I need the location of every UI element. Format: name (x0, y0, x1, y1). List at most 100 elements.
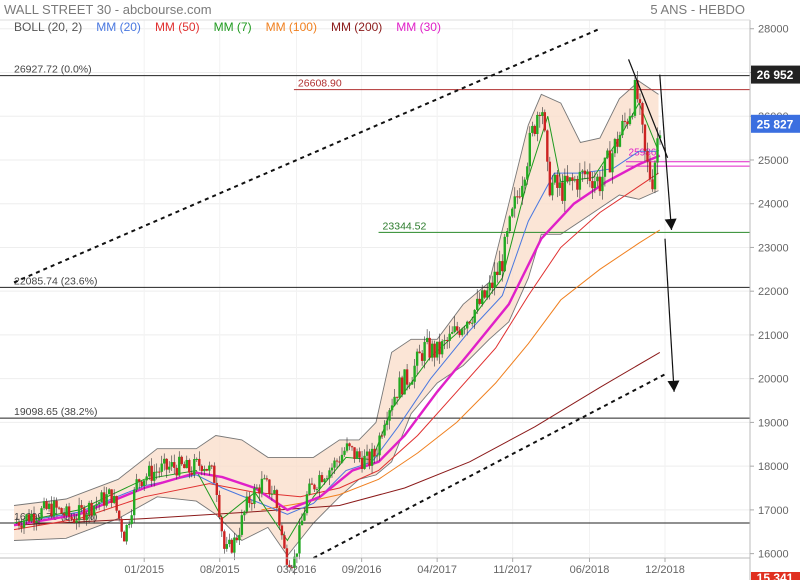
candle-body (225, 544, 229, 549)
candle-body (240, 515, 244, 535)
ma-line-100 (261, 229, 661, 511)
chart-period: 5 ANS - HEBDO (650, 2, 745, 17)
candle-body (516, 196, 519, 198)
candle-body (55, 500, 58, 508)
bollinger-lower (13, 190, 659, 557)
candle-body (265, 478, 269, 480)
candle-body (155, 471, 158, 473)
arrow-to-channel-line (664, 238, 675, 392)
x-tick-label: 11/2017 (493, 564, 532, 576)
candle-body (476, 298, 479, 310)
candle-body (57, 507, 61, 509)
candle-body (20, 525, 23, 528)
candle-body (170, 462, 173, 467)
candle-body (75, 520, 78, 523)
candle-body (433, 343, 436, 358)
candle-body (390, 405, 394, 411)
candle-body (158, 471, 161, 473)
candle-body (355, 451, 359, 459)
candle-body (328, 470, 331, 479)
price-badges: 26 952 25 827 15 341 (751, 65, 800, 580)
candle-body (117, 510, 121, 519)
candle-body (648, 161, 652, 180)
y-tick-label: 21000 (758, 330, 789, 342)
legend-item: MM (100) (266, 20, 317, 34)
candle-body (245, 496, 249, 512)
candle-body (501, 261, 504, 272)
candle-body (583, 170, 587, 175)
candle-body (455, 326, 459, 331)
candle-body (285, 548, 289, 565)
legend-item: BOLL (20, 2) (14, 20, 82, 34)
candle-body (125, 525, 128, 542)
candle-body (275, 490, 279, 508)
candle-body (358, 451, 361, 458)
candle-body (460, 329, 464, 336)
candle-body (410, 381, 414, 385)
candle-body (288, 564, 291, 568)
candle-body (130, 515, 133, 525)
candle-body (458, 330, 461, 336)
channel-upper-line (13, 27, 601, 284)
channel-lower-line (312, 373, 666, 559)
candle-body (283, 535, 286, 549)
candle-body (496, 271, 499, 276)
candle-body (27, 514, 31, 522)
candle-body (413, 365, 416, 382)
candle-body (308, 483, 311, 495)
candle-body (77, 505, 81, 521)
candle-body (651, 179, 654, 190)
candle-body (140, 481, 143, 487)
candle-body (558, 182, 562, 188)
legend-item: MM (50) (155, 20, 200, 34)
candle-body (543, 112, 547, 131)
candle-body (536, 114, 539, 135)
candle-body (273, 490, 276, 494)
candle-body (235, 537, 239, 541)
candle-body (65, 506, 68, 516)
candle-body (190, 472, 193, 475)
candle-body (178, 456, 181, 476)
candle-body (471, 322, 474, 324)
candle-body (15, 522, 18, 524)
candle-body (353, 447, 356, 459)
ma-line-200 (13, 351, 661, 526)
candle-body (656, 138, 659, 163)
candle-body (478, 298, 481, 304)
candle-body (70, 516, 73, 520)
candle-body (85, 514, 88, 521)
candle-body (481, 290, 484, 304)
candle-body (465, 321, 469, 329)
candle-body (105, 494, 108, 506)
candle-body (25, 514, 28, 521)
x-tick-label: 01/2015 (124, 564, 164, 576)
x-tick-label: 06/2018 (570, 564, 610, 576)
candle-body (193, 459, 196, 475)
candle-body (576, 179, 579, 190)
candle-body (122, 531, 126, 542)
candle-body (143, 480, 146, 487)
candle-body (233, 537, 236, 553)
candle-body (533, 125, 536, 135)
candle-body (538, 114, 542, 117)
candle-body (398, 377, 401, 398)
candle-body (631, 115, 634, 117)
candle-body (403, 369, 406, 395)
candle-body (102, 492, 106, 506)
candle-body (613, 139, 617, 154)
candle-body (445, 339, 449, 341)
candle-body (493, 271, 496, 288)
candle-body (385, 420, 389, 425)
candle-body (518, 196, 521, 198)
candle-body (22, 520, 26, 528)
candle-body (183, 464, 186, 469)
candle-body (463, 328, 466, 330)
candle-body (293, 556, 296, 568)
x-tick-label: 12/2018 (645, 564, 685, 576)
candle-body (521, 185, 524, 197)
candle-body (491, 282, 494, 288)
fib-level-label: 22085.74 (23.6%) (14, 275, 97, 287)
candle-body (438, 341, 441, 355)
candle-body (37, 518, 41, 521)
